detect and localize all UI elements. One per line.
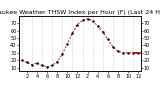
Title: Milwaukee Weather THSW Index per Hour (F) (Last 24 Hours): Milwaukee Weather THSW Index per Hour (F…: [0, 10, 160, 15]
